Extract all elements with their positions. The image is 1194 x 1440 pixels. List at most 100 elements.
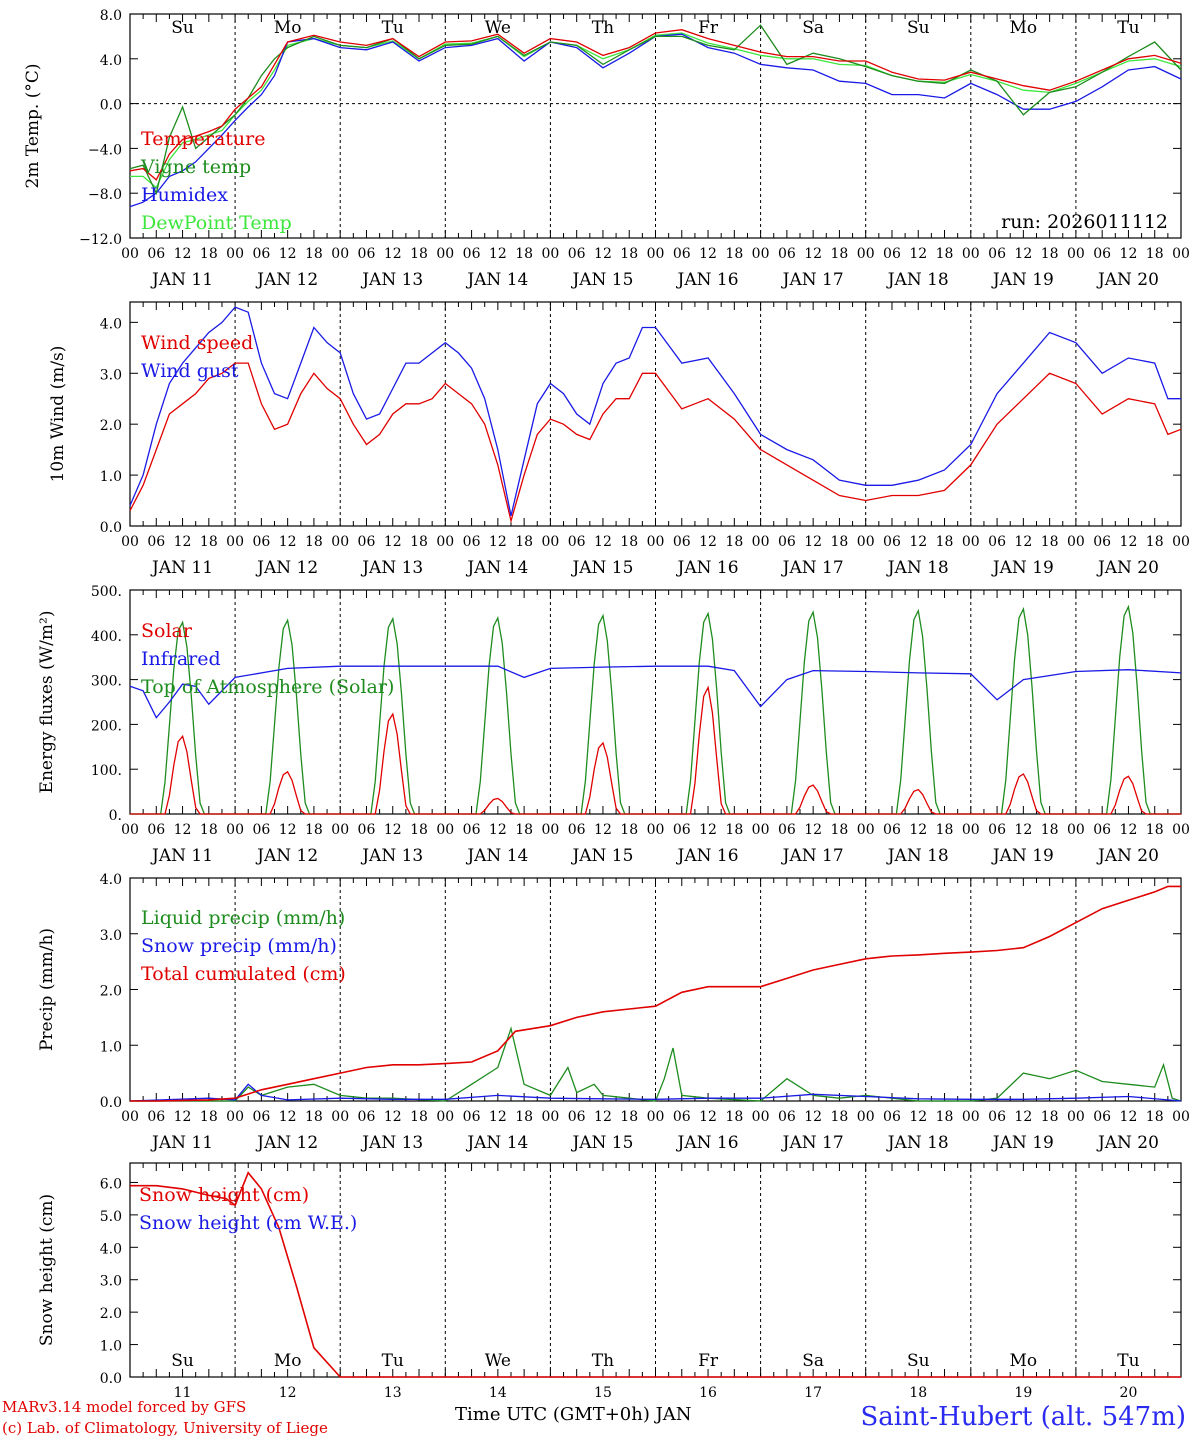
- hour-tick-label: 12: [489, 822, 507, 838]
- hour-tick-label: 06: [252, 822, 270, 838]
- panel-precip: 4.0 3.0 2.0 1.0 0.0 Precip (mm/h) 00 06 12 18 JAN …: [37, 872, 1190, 1153]
- hour-tick-label: 18: [831, 534, 849, 550]
- hour-tick-label: 12: [594, 1109, 612, 1125]
- hour-tick-label: 06: [358, 246, 376, 262]
- hour-tick-label: 18: [936, 534, 954, 550]
- legend-snow-height-cm: Snow height (cm): [139, 1184, 309, 1206]
- lab-credit: (c) Lab. of Climatology, University of L…: [2, 1419, 328, 1437]
- weekday-label: Su: [907, 1351, 930, 1371]
- hour-tick-label: 00: [331, 246, 349, 262]
- y-tick-label: 3.0: [100, 367, 122, 383]
- y-tick-label: 1.0: [100, 1339, 122, 1355]
- day-label: JAN 13: [360, 846, 423, 866]
- hour-tick-label: 00: [226, 246, 244, 262]
- day-label: JAN 12: [255, 846, 318, 866]
- hour-tick-label: 00: [121, 534, 139, 550]
- run-label: run: 2026011112: [1001, 211, 1168, 233]
- day-label: JAN 17: [781, 270, 844, 290]
- day-label: JAN 18: [886, 270, 949, 290]
- hour-tick-label: 06: [1093, 1109, 1111, 1125]
- hour-tick-label: 12: [804, 246, 822, 262]
- weekday-label: Mo: [1010, 18, 1038, 38]
- hour-tick-label: 12: [384, 1109, 402, 1125]
- day-label: JAN 12: [255, 270, 318, 290]
- y-tick-label: 0.0: [100, 520, 122, 536]
- day-label: JAN 17: [781, 1133, 844, 1153]
- panel-snow: 6.0 5.0 4.0 3.0 2.0 1.0 0.0 Snow height (cm) Su M…: [37, 1162, 1182, 1401]
- hour-tick-label: 12: [699, 1109, 717, 1125]
- day-label: JAN 20: [1096, 1133, 1159, 1153]
- weekday-label: Tu: [1117, 18, 1139, 38]
- hour-tick-label: 00: [857, 534, 875, 550]
- day-label: JAN 12: [255, 558, 318, 578]
- hour-tick-label: 18: [1146, 1109, 1164, 1125]
- y-tick-label: 500.: [91, 584, 122, 600]
- hour-tick-label: 18: [725, 534, 743, 550]
- hour-tick-label: 00: [436, 822, 454, 838]
- y-tick-label: 300.: [91, 674, 122, 690]
- legend-top-of-atmosphere-solar: Top of Atmosphere (Solar): [141, 676, 394, 698]
- hour-tick-label: 12: [489, 246, 507, 262]
- legend-snow-precip-mm-h: Snow precip (mm/h): [141, 935, 337, 957]
- hour-tick-label: 06: [568, 534, 586, 550]
- hour-tick-label: 18: [831, 822, 849, 838]
- hour-tick-label: 00: [962, 246, 980, 262]
- hour-tick-label: 12: [1120, 1109, 1138, 1125]
- hour-tick-label: 06: [883, 1109, 901, 1125]
- weekday-label: We: [485, 18, 511, 38]
- hour-tick-label: 12: [279, 534, 297, 550]
- hour-tick-label: 00: [962, 822, 980, 838]
- hour-tick-label: 00: [541, 822, 559, 838]
- hour-tick-label: 18: [936, 822, 954, 838]
- series-snow-height: [130, 1171, 1181, 1378]
- series-humidex: [129, 33, 1182, 208]
- hour-tick-label: 12: [279, 246, 297, 262]
- day-label: JAN 15: [570, 558, 633, 578]
- hour-tick-label: 06: [883, 534, 901, 550]
- hour-tick-label: 18: [200, 534, 218, 550]
- hour-tick-label: 12: [1014, 1109, 1032, 1125]
- day-label: JAN 16: [676, 1133, 739, 1153]
- y-tick-label: 4.0: [100, 316, 122, 332]
- hour-tick-label: 12: [1014, 534, 1032, 550]
- hour-tick-label: 12: [279, 1109, 297, 1125]
- day-number-label: 11: [174, 1385, 192, 1401]
- hour-tick-label: 00: [226, 822, 244, 838]
- hour-tick-label: 18: [200, 822, 218, 838]
- hour-tick-label: 06: [673, 534, 691, 550]
- day-label: JAN 17: [781, 846, 844, 866]
- day-label: JAN 16: [676, 558, 739, 578]
- hour-tick-label: 06: [778, 1109, 796, 1125]
- hour-tick-label: 00: [541, 1109, 559, 1125]
- weekday-label: Su: [171, 1351, 194, 1371]
- day-label: JAN 18: [886, 1133, 949, 1153]
- hour-tick-label: 12: [909, 534, 927, 550]
- weekday-label: Sa: [802, 18, 824, 38]
- hour-tick-label: 12: [909, 246, 927, 262]
- y-tick-label: −12.0: [79, 232, 122, 248]
- hour-tick-label: 06: [673, 822, 691, 838]
- y-tick-label: 4.0: [100, 1241, 122, 1257]
- day-number-label: 13: [384, 1385, 402, 1401]
- y-tick-label: 5.0: [100, 1209, 122, 1225]
- day-label: JAN 17: [781, 558, 844, 578]
- y-tick-label: 2.0: [100, 418, 122, 434]
- panel-flux: 500. 400. 300. 200. 100. 0. Energy fluxes (W/m…: [37, 584, 1190, 866]
- series-temperature: [129, 29, 1182, 181]
- hour-tick-label: 00: [331, 1109, 349, 1125]
- hour-tick-label: 18: [620, 822, 638, 838]
- hour-tick-label: 06: [147, 534, 165, 550]
- hour-tick-label: 06: [358, 822, 376, 838]
- day-label: JAN 20: [1096, 558, 1159, 578]
- hour-tick-label: 06: [568, 246, 586, 262]
- hour-tick-label: 18: [620, 1109, 638, 1125]
- hour-tick-label: 12: [594, 534, 612, 550]
- hour-tick-label: 00: [647, 822, 665, 838]
- hour-tick-label: 00: [541, 534, 559, 550]
- y-tick-label: 4.0: [100, 872, 122, 888]
- hour-tick-label: 06: [147, 246, 165, 262]
- weekday-label: Mo: [274, 1351, 302, 1371]
- weekday-label: Mo: [1010, 1351, 1038, 1371]
- weekday-label: Fr: [698, 1351, 719, 1371]
- series-solar: [130, 685, 1181, 815]
